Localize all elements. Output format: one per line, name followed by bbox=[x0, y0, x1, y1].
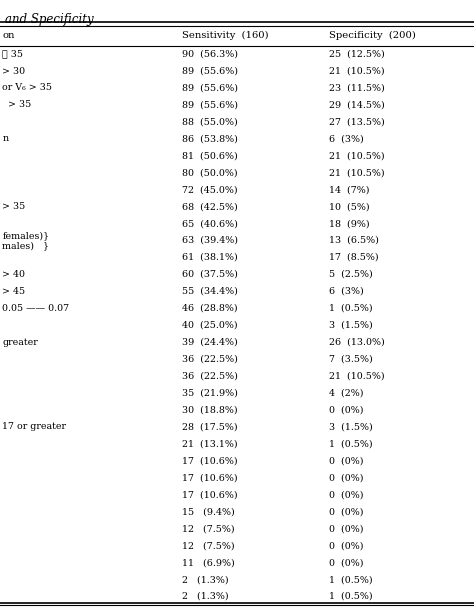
Text: 10  (5%): 10 (5%) bbox=[329, 202, 370, 211]
Text: 15   (9.4%): 15 (9.4%) bbox=[182, 507, 235, 516]
Text: 17  (10.6%): 17 (10.6%) bbox=[182, 490, 238, 499]
Text: 21  (10.5%): 21 (10.5%) bbox=[329, 371, 385, 381]
Text: 72  (45.0%): 72 (45.0%) bbox=[182, 185, 238, 194]
Text: 89  (55.6%): 89 (55.6%) bbox=[182, 100, 238, 109]
Text: 17  (10.6%): 17 (10.6%) bbox=[182, 474, 238, 482]
Text: 89  (55.6%): 89 (55.6%) bbox=[182, 83, 238, 92]
Text: 26  (13.0%): 26 (13.0%) bbox=[329, 337, 385, 347]
Text: 27  (13.5%): 27 (13.5%) bbox=[329, 117, 385, 126]
Text: 14  (7%): 14 (7%) bbox=[329, 185, 370, 194]
Text: 0  (0%): 0 (0%) bbox=[329, 507, 364, 516]
Text: 25  (12.5%): 25 (12.5%) bbox=[329, 50, 385, 58]
Text: 23  (11.5%): 23 (11.5%) bbox=[329, 83, 385, 92]
Text: 18  (9%): 18 (9%) bbox=[329, 219, 370, 228]
Text: 39  (24.4%): 39 (24.4%) bbox=[182, 337, 238, 347]
Text: 6  (3%): 6 (3%) bbox=[329, 287, 364, 296]
Text: > 45: > 45 bbox=[2, 287, 26, 296]
Text: 17 or greater: 17 or greater bbox=[2, 423, 66, 432]
Text: 2   (1.3%): 2 (1.3%) bbox=[182, 575, 229, 584]
Text: 0  (0%): 0 (0%) bbox=[329, 406, 364, 415]
Text: greater: greater bbox=[2, 337, 38, 347]
Text: ≧ 35: ≧ 35 bbox=[2, 50, 23, 58]
Text: 17  (8.5%): 17 (8.5%) bbox=[329, 253, 379, 262]
Text: 1  (0.5%): 1 (0.5%) bbox=[329, 575, 373, 584]
Text: 30  (18.8%): 30 (18.8%) bbox=[182, 406, 238, 415]
Text: 12   (7.5%): 12 (7.5%) bbox=[182, 524, 235, 533]
Text: 35  (21.9%): 35 (21.9%) bbox=[182, 389, 238, 398]
Text: 7  (3.5%): 7 (3.5%) bbox=[329, 354, 373, 364]
Text: 28  (17.5%): 28 (17.5%) bbox=[182, 423, 238, 432]
Text: 60  (37.5%): 60 (37.5%) bbox=[182, 270, 238, 279]
Text: 21  (13.1%): 21 (13.1%) bbox=[182, 440, 238, 449]
Text: 90  (56.3%): 90 (56.3%) bbox=[182, 50, 238, 58]
Text: 1  (0.5%): 1 (0.5%) bbox=[329, 304, 373, 313]
Text: females)}: females)} bbox=[2, 231, 49, 240]
Text: Sensitivity  (160): Sensitivity (160) bbox=[182, 31, 269, 40]
Text: 29  (14.5%): 29 (14.5%) bbox=[329, 100, 385, 109]
Text: 3  (1.5%): 3 (1.5%) bbox=[329, 423, 373, 432]
Text: > 30: > 30 bbox=[2, 66, 26, 75]
Text: 88  (55.0%): 88 (55.0%) bbox=[182, 117, 238, 126]
Text: n: n bbox=[2, 134, 9, 143]
Text: 0  (0%): 0 (0%) bbox=[329, 558, 364, 567]
Text: > 40: > 40 bbox=[2, 270, 26, 279]
Text: 3  (1.5%): 3 (1.5%) bbox=[329, 321, 373, 330]
Text: 63  (39.4%): 63 (39.4%) bbox=[182, 236, 238, 245]
Text: 0  (0%): 0 (0%) bbox=[329, 541, 364, 550]
Text: 21  (10.5%): 21 (10.5%) bbox=[329, 168, 385, 177]
Text: 0  (0%): 0 (0%) bbox=[329, 524, 364, 533]
Text: 0  (0%): 0 (0%) bbox=[329, 474, 364, 482]
Text: 0.05 —— 0.07: 0.05 —— 0.07 bbox=[2, 304, 70, 313]
Text: 11   (6.9%): 11 (6.9%) bbox=[182, 558, 235, 567]
Text: 13  (6.5%): 13 (6.5%) bbox=[329, 236, 379, 245]
Text: 68  (42.5%): 68 (42.5%) bbox=[182, 202, 238, 211]
Text: 17  (10.6%): 17 (10.6%) bbox=[182, 457, 238, 465]
Text: 4  (2%): 4 (2%) bbox=[329, 389, 364, 398]
Text: 65  (40.6%): 65 (40.6%) bbox=[182, 219, 238, 228]
Text: 46  (28.8%): 46 (28.8%) bbox=[182, 304, 238, 313]
Text: 61  (38.1%): 61 (38.1%) bbox=[182, 253, 238, 262]
Text: > 35: > 35 bbox=[2, 202, 26, 211]
Text: 0  (0%): 0 (0%) bbox=[329, 490, 364, 499]
Text: 36  (22.5%): 36 (22.5%) bbox=[182, 371, 238, 381]
Text: 5  (2.5%): 5 (2.5%) bbox=[329, 270, 373, 279]
Text: 12   (7.5%): 12 (7.5%) bbox=[182, 541, 235, 550]
Text: 81  (50.6%): 81 (50.6%) bbox=[182, 151, 238, 161]
Text: 80  (50.0%): 80 (50.0%) bbox=[182, 168, 238, 177]
Text: 2   (1.3%): 2 (1.3%) bbox=[182, 592, 229, 601]
Text: 40  (25.0%): 40 (25.0%) bbox=[182, 321, 238, 330]
Text: 55  (34.4%): 55 (34.4%) bbox=[182, 287, 238, 296]
Text: or V₆ > 35: or V₆ > 35 bbox=[2, 83, 52, 92]
Text: males)   }: males) } bbox=[2, 241, 49, 250]
Text: and Specificity: and Specificity bbox=[5, 13, 93, 26]
Text: 1  (0.5%): 1 (0.5%) bbox=[329, 440, 373, 449]
Text: 89  (55.6%): 89 (55.6%) bbox=[182, 66, 238, 75]
Text: Specificity  (200): Specificity (200) bbox=[329, 31, 416, 40]
Text: 6  (3%): 6 (3%) bbox=[329, 134, 364, 143]
Text: 21  (10.5%): 21 (10.5%) bbox=[329, 151, 385, 161]
Text: 0  (0%): 0 (0%) bbox=[329, 457, 364, 465]
Text: 36  (22.5%): 36 (22.5%) bbox=[182, 354, 238, 364]
Text: 86  (53.8%): 86 (53.8%) bbox=[182, 134, 238, 143]
Text: 21  (10.5%): 21 (10.5%) bbox=[329, 66, 385, 75]
Text: on: on bbox=[2, 31, 15, 40]
Text: 1  (0.5%): 1 (0.5%) bbox=[329, 592, 373, 601]
Text: > 35: > 35 bbox=[2, 100, 32, 109]
